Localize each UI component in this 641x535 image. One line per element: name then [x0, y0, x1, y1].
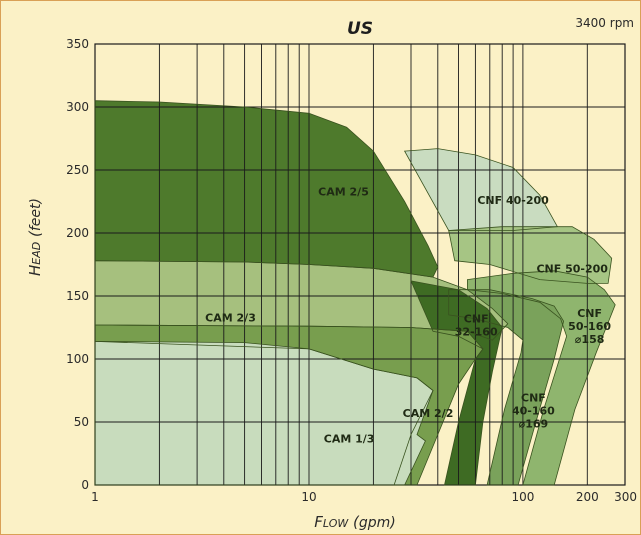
area-0	[404, 148, 558, 231]
y-tick-label: 150	[66, 289, 89, 303]
y-tick-label: 350	[66, 37, 89, 51]
series-label-line: CAM 2/2	[403, 407, 454, 420]
area-outline-4	[448, 289, 565, 486]
series-label: CAM 2/3	[205, 311, 256, 324]
series-label: CNF 50-200	[536, 262, 608, 275]
series-label-line: 50-160	[568, 320, 611, 333]
x-tick-label: 300	[614, 490, 637, 504]
chart-subtitle: 3400 rpm	[575, 16, 634, 30]
area-outline-3	[466, 270, 616, 486]
series-label-line: 32-160	[455, 326, 498, 339]
area-6	[411, 280, 503, 485]
series-label: CAM 1/3	[324, 432, 375, 445]
y-tick-label: 300	[66, 100, 89, 114]
tick-labels: 1 10 100 200 300 0 50 100 150 200 250 300 350	[66, 37, 637, 504]
series-label: CAM 2/5	[318, 185, 369, 198]
x-tick-label: 100	[511, 490, 534, 504]
series-label-line: CAM 1/3	[324, 432, 375, 445]
series-label-line: CNF 50-200	[536, 262, 608, 275]
area-outline-6	[410, 280, 503, 486]
series-label-line: CNF 40-200	[477, 194, 549, 207]
area-outlines	[94, 100, 616, 486]
series-label: CNF 40-160 ⌀169	[512, 392, 555, 431]
series-label: CAM 2/2	[403, 407, 454, 420]
series-label-line: CAM 2/5	[318, 185, 369, 198]
y-axis-label: HEAD (feet)	[26, 198, 44, 276]
area-4	[448, 289, 564, 485]
area-8	[95, 341, 433, 485]
area-2	[95, 100, 438, 278]
series-label-line: ⌀169	[519, 418, 549, 431]
area-5	[95, 260, 508, 341]
series-label: CNF 32-160	[455, 313, 498, 339]
area-outline-0	[403, 148, 559, 231]
area-3	[467, 270, 616, 485]
x-axis-label: FLOW (gpm)	[314, 513, 395, 531]
series-label-line: CNF	[464, 313, 489, 326]
series-label: CNF 40-200	[477, 194, 549, 207]
series-label-line: ⌀158	[575, 333, 605, 346]
series-label-line: CAM 2/3	[205, 311, 256, 324]
chart-title: US	[347, 19, 373, 39]
x-tick-label: 10	[301, 490, 316, 504]
series-label-line: CNF	[521, 392, 546, 405]
area-outline-1	[448, 226, 613, 284]
x-tick-label: 200	[576, 490, 599, 504]
area-7	[95, 325, 483, 485]
x-tick-label: 1	[91, 490, 99, 504]
y-tick-label: 50	[74, 415, 89, 429]
y-tick-label: 200	[66, 226, 89, 240]
y-tick-label: 100	[66, 352, 89, 366]
series-label-line: 40-160	[512, 405, 555, 418]
y-tick-label: 250	[66, 163, 89, 177]
area-outline-8	[94, 340, 434, 486]
y-tick-label: 0	[81, 478, 89, 492]
series-label: CNF 50-160 ⌀158	[568, 307, 611, 346]
series-label-line: CNF	[577, 307, 602, 320]
